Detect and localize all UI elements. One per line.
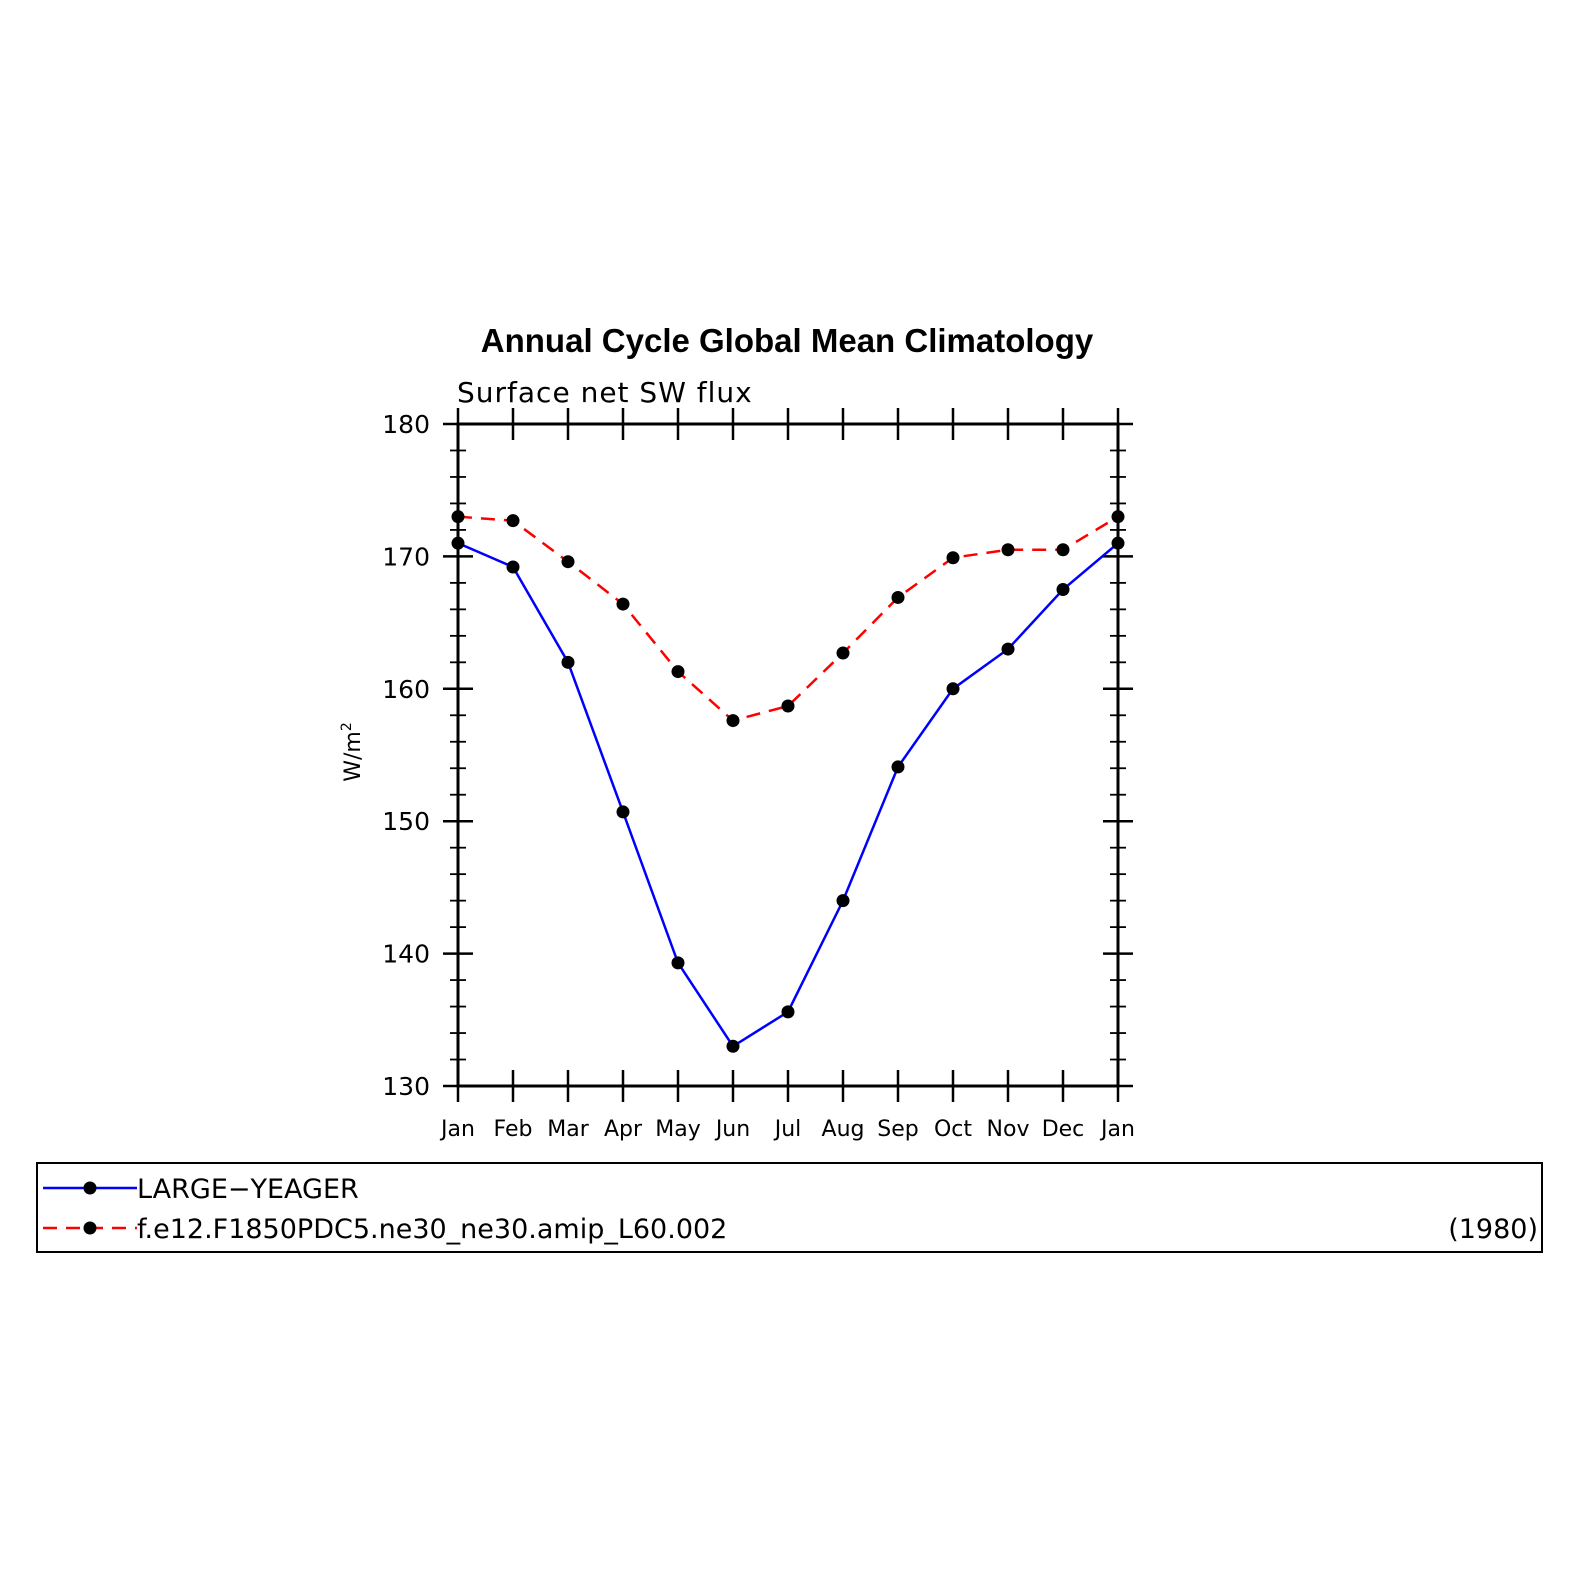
series-1-point bbox=[671, 665, 685, 679]
series-1-point bbox=[616, 597, 630, 611]
series-0-point bbox=[561, 655, 575, 669]
series-0-point bbox=[781, 1005, 795, 1019]
series-0-point bbox=[506, 560, 520, 574]
x-tick-label: Oct bbox=[934, 1117, 972, 1142]
x-tick-label: Apr bbox=[604, 1117, 643, 1142]
axes: 130 140 150 160 170 180 Jan Feb Mar Apr May Jun Jul A… bbox=[382, 408, 1135, 1142]
series-1-point bbox=[1111, 510, 1125, 524]
series-1-point bbox=[726, 714, 740, 728]
legend-label: LARGE−YEAGER bbox=[137, 1174, 359, 1205]
plot-frame bbox=[456, 422, 1120, 1088]
series-0-point bbox=[451, 536, 465, 550]
series-0-point bbox=[946, 682, 960, 696]
y-tick-label: 140 bbox=[382, 940, 430, 969]
y-axis-label-sup: 2 bbox=[339, 722, 355, 731]
x-tick-label: Aug bbox=[822, 1117, 865, 1142]
series-0-point bbox=[726, 1039, 740, 1053]
series-1-point bbox=[946, 551, 960, 565]
series-1-point bbox=[561, 555, 575, 569]
legend-swatch-marker-0 bbox=[83, 1181, 97, 1195]
series-layer bbox=[451, 510, 1125, 1053]
series-0-point bbox=[1111, 536, 1125, 550]
chart-subtitle: Surface net SW flux bbox=[457, 376, 753, 409]
y-tick-label: 130 bbox=[382, 1072, 430, 1101]
x-tick-label: Jul bbox=[773, 1117, 802, 1142]
series-line-0 bbox=[457, 542, 1119, 1048]
x-tick-label: Sep bbox=[877, 1117, 918, 1142]
series-1-point bbox=[836, 646, 850, 660]
x-tick-label: May bbox=[655, 1117, 700, 1142]
series-0-point bbox=[836, 894, 850, 908]
y-axis-label: W/m2 bbox=[339, 722, 366, 782]
x-tick-label: Mar bbox=[547, 1117, 589, 1142]
series-1-point bbox=[506, 514, 520, 528]
series-1-point bbox=[781, 699, 795, 713]
series-0-point bbox=[891, 760, 905, 774]
legend-box bbox=[36, 1162, 1543, 1253]
series-1-point bbox=[1056, 543, 1070, 557]
y-axis-label-base: W/m bbox=[341, 731, 366, 782]
chart-title: Annual Cycle Global Mean Climatology bbox=[481, 322, 1094, 359]
y-tick-label: 150 bbox=[382, 807, 430, 836]
x-tick-label: Jun bbox=[714, 1117, 750, 1142]
series-line-1 bbox=[457, 515, 1119, 722]
y-tick-label: 170 bbox=[382, 542, 430, 571]
x-tick-label: Jan bbox=[1099, 1117, 1135, 1142]
x-tick-label: Nov bbox=[987, 1117, 1030, 1142]
series-1-point bbox=[891, 590, 905, 604]
x-tick-label: Jan bbox=[439, 1117, 475, 1142]
legend-swatch-marker-1 bbox=[83, 1221, 97, 1235]
legend-label: f.e12.F1850PDC5.ne30_ne30.amip_L60.002 bbox=[137, 1214, 727, 1245]
series-1-point bbox=[451, 510, 465, 524]
x-tick-label: Dec bbox=[1042, 1117, 1085, 1142]
series-0-point bbox=[1001, 642, 1015, 656]
x-tick-label: Feb bbox=[494, 1117, 533, 1142]
series-1-point bbox=[1001, 543, 1015, 557]
y-tick-label: 180 bbox=[382, 410, 430, 439]
legend: LARGE−YEAGER f.e12.F1850PDC5.ne30_ne30.am… bbox=[36, 1162, 1543, 1253]
series-0-point bbox=[671, 956, 685, 970]
series-0-point bbox=[616, 805, 630, 819]
series-0-point bbox=[1056, 583, 1070, 596]
y-tick-label: 160 bbox=[382, 675, 430, 704]
legend-note: (1980) bbox=[1448, 1214, 1538, 1245]
